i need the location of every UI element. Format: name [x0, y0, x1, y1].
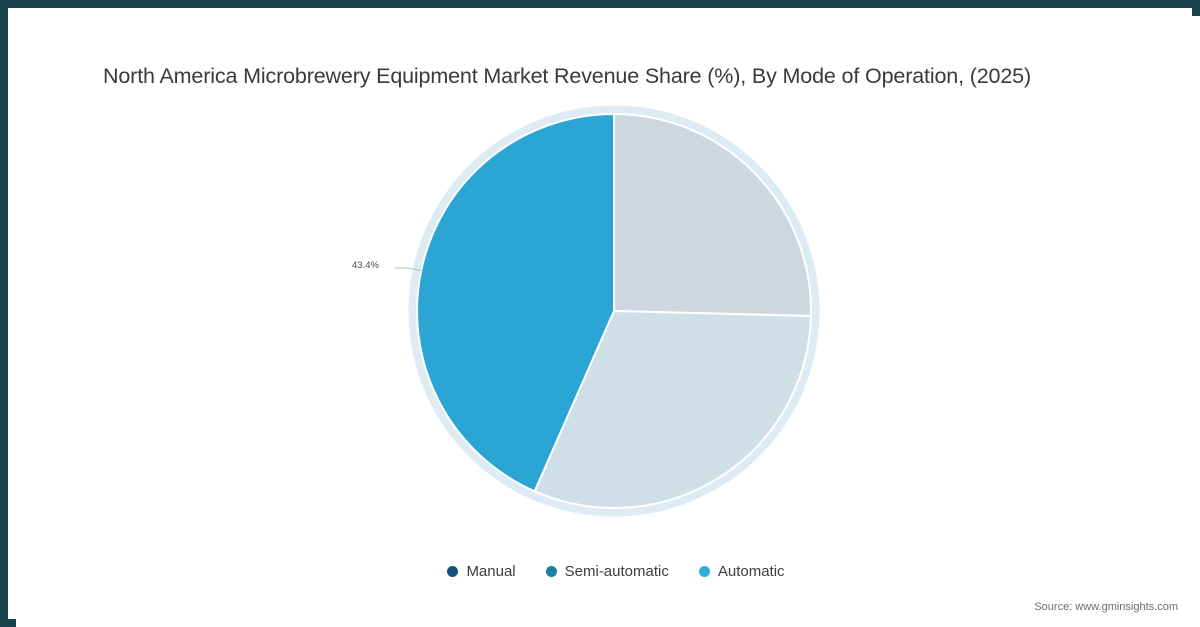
- legend-item-automatic[interactable]: Automatic: [698, 563, 785, 580]
- legend-item-manual[interactable]: Manual: [447, 563, 516, 580]
- page-title: North America Microbrewery Equipment Mar…: [103, 64, 1031, 88]
- legend-label-semi-automatic: Semi-automatic: [564, 563, 669, 580]
- pie-halo-group: [408, 105, 820, 517]
- leader-line-automatic: [394, 267, 424, 272]
- chart-legend: Manual Semi-automatic Automatic: [16, 563, 1200, 580]
- pie-slice-semi-automatic[interactable]: [533, 309, 812, 509]
- legend-item-semi-automatic[interactable]: Semi-automatic: [545, 563, 669, 580]
- pie-leader-line-group: [394, 267, 424, 272]
- pie-chart-area: 43.4%: [16, 16, 1200, 576]
- pie-chart-svg: [394, 105, 820, 517]
- source-attribution: Source: www.gminsights.com: [1034, 601, 1178, 613]
- legend-label-automatic: Automatic: [717, 563, 785, 580]
- pie-slices-group: [416, 112, 812, 509]
- pie-slice-label-automatic: 43.4%: [352, 260, 379, 271]
- pie-halo-ring: [408, 105, 820, 517]
- legend-label-manual: Manual: [466, 563, 516, 580]
- legend-dot-automatic-icon: [698, 566, 710, 577]
- pie-slice-manual[interactable]: [613, 112, 812, 317]
- legend-dot-semi-automatic-icon: [545, 566, 557, 577]
- chart-canvas: North America Microbrewery Equipment Mar…: [16, 16, 1200, 627]
- legend-dot-manual-icon: [447, 566, 459, 577]
